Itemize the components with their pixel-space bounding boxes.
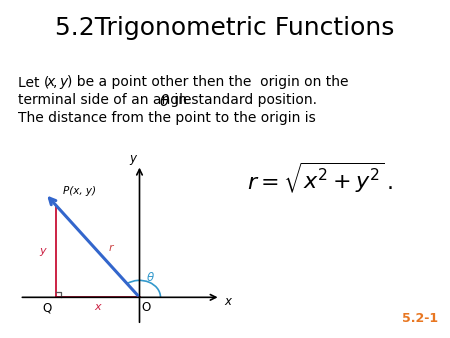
Text: ,: , [53, 75, 58, 89]
Text: y: y [129, 152, 136, 165]
Text: x: x [94, 302, 101, 312]
Text: y: y [59, 75, 67, 89]
Text: terminal side of an angle: terminal side of an angle [18, 93, 196, 107]
Text: Let (: Let ( [18, 75, 50, 89]
Text: $\theta$: $\theta$ [159, 93, 170, 109]
Text: O: O [141, 301, 150, 314]
Text: in standard position.: in standard position. [170, 93, 317, 107]
Text: The distance from the point to the origin is: The distance from the point to the origi… [18, 111, 316, 125]
Text: r: r [108, 243, 113, 253]
Text: 5.2Trigonometric Functions: 5.2Trigonometric Functions [55, 16, 395, 40]
Text: P(x, y): P(x, y) [63, 186, 96, 196]
Text: x: x [46, 75, 54, 89]
Text: Q: Q [42, 301, 52, 314]
Text: $r = \sqrt{x^2 + y^2}\,.$: $r = \sqrt{x^2 + y^2}\,.$ [247, 161, 393, 195]
Text: x: x [225, 294, 232, 308]
Text: ) be a point other then the  origin on the: ) be a point other then the origin on th… [67, 75, 348, 89]
Text: 5.2-1: 5.2-1 [402, 312, 438, 325]
Text: $\theta$: $\theta$ [147, 271, 155, 284]
Text: y: y [39, 246, 45, 256]
